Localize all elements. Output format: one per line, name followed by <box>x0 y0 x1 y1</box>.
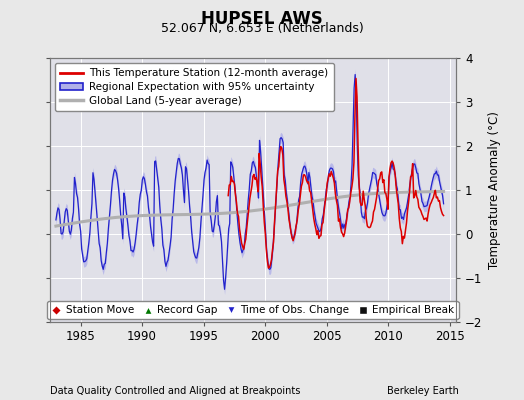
Text: HUPSEL AWS: HUPSEL AWS <box>201 10 323 28</box>
Y-axis label: Temperature Anomaly (°C): Temperature Anomaly (°C) <box>488 111 501 269</box>
Text: Berkeley Earth: Berkeley Earth <box>387 386 458 396</box>
Text: 52.067 N, 6.653 E (Netherlands): 52.067 N, 6.653 E (Netherlands) <box>161 22 363 35</box>
Text: Data Quality Controlled and Aligned at Breakpoints: Data Quality Controlled and Aligned at B… <box>50 386 300 396</box>
Legend: Station Move, Record Gap, Time of Obs. Change, Empirical Break: Station Move, Record Gap, Time of Obs. C… <box>47 301 458 320</box>
